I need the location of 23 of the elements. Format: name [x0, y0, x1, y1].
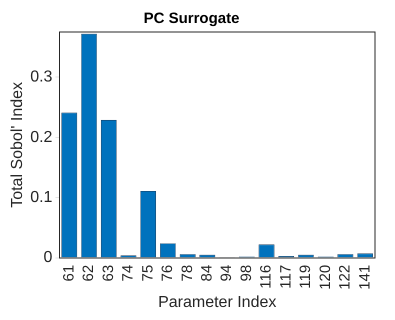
x-tick-label: 119: [297, 264, 314, 289]
x-tick-label: 117: [277, 264, 294, 289]
x-tick-label: 94: [218, 264, 236, 282]
x-tick-label: 122: [336, 264, 354, 290]
x-tick-label: 62: [80, 264, 98, 282]
x-tick-label: 76: [159, 264, 176, 282]
x-tick-label: 61: [60, 264, 78, 282]
x-tick-label: 78: [178, 264, 196, 282]
x-tick-label: 116: [258, 264, 275, 289]
x-tick-label: 98: [238, 264, 255, 282]
x-tick-label: 84: [198, 264, 216, 282]
chart-title: PC Surrogate: [144, 10, 240, 28]
x-axis-title: Parameter Index: [158, 294, 276, 311]
y-axis-title: Total Sobol' Index: [9, 82, 26, 208]
x-tick-label: 75: [139, 264, 156, 282]
x-tick-label: 141: [356, 264, 374, 290]
x-tick-label: 74: [120, 264, 137, 282]
y-tick-label: 0.2: [30, 128, 53, 146]
x-tick-label: 63: [100, 264, 117, 282]
y-tick-label: 0.1: [30, 188, 53, 206]
x-tick-label: 120: [316, 264, 334, 290]
y-tick-label: 0: [44, 249, 53, 266]
y-tick-label: 0.3: [30, 68, 53, 86]
